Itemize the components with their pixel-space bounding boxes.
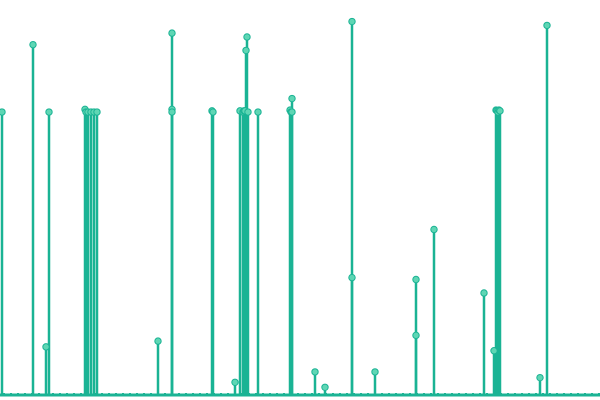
lollipop-marker [243,33,251,41]
markers-layer [0,17,551,391]
lollipop-marker [45,108,53,116]
lollipop-marker [288,108,296,116]
lollipop-marker [242,46,250,55]
stems-layer [0,21,600,395]
lollipop-marker [371,368,379,376]
lollipop-marker [430,225,438,234]
lollipop-marker [231,378,239,386]
lollipop-marker [0,108,6,116]
lollipop-marker [490,347,498,355]
lollipop-marker [348,17,356,26]
lollipop-marker [543,21,551,30]
lollipop-marker [412,331,420,340]
lollipop-marker [42,343,50,351]
lollipop-marker [254,108,262,116]
lollipop-marker [93,108,101,116]
lollipop-marker [168,108,176,116]
lollipop-marker [29,40,37,49]
lollipop-marker [412,275,420,284]
lollipop-marker [480,289,488,297]
lollipop-marker [168,29,176,37]
lollipop-marker [244,108,252,116]
lollipop-marker [536,373,544,382]
lollipop-marker [154,337,162,345]
lollipop-marker [496,107,504,115]
lollipop-marker [311,368,319,376]
lollipop-marker [321,383,329,391]
lollipop-marker [209,108,217,116]
lollipop-marker [348,273,356,282]
lollipop-marker [288,94,296,103]
